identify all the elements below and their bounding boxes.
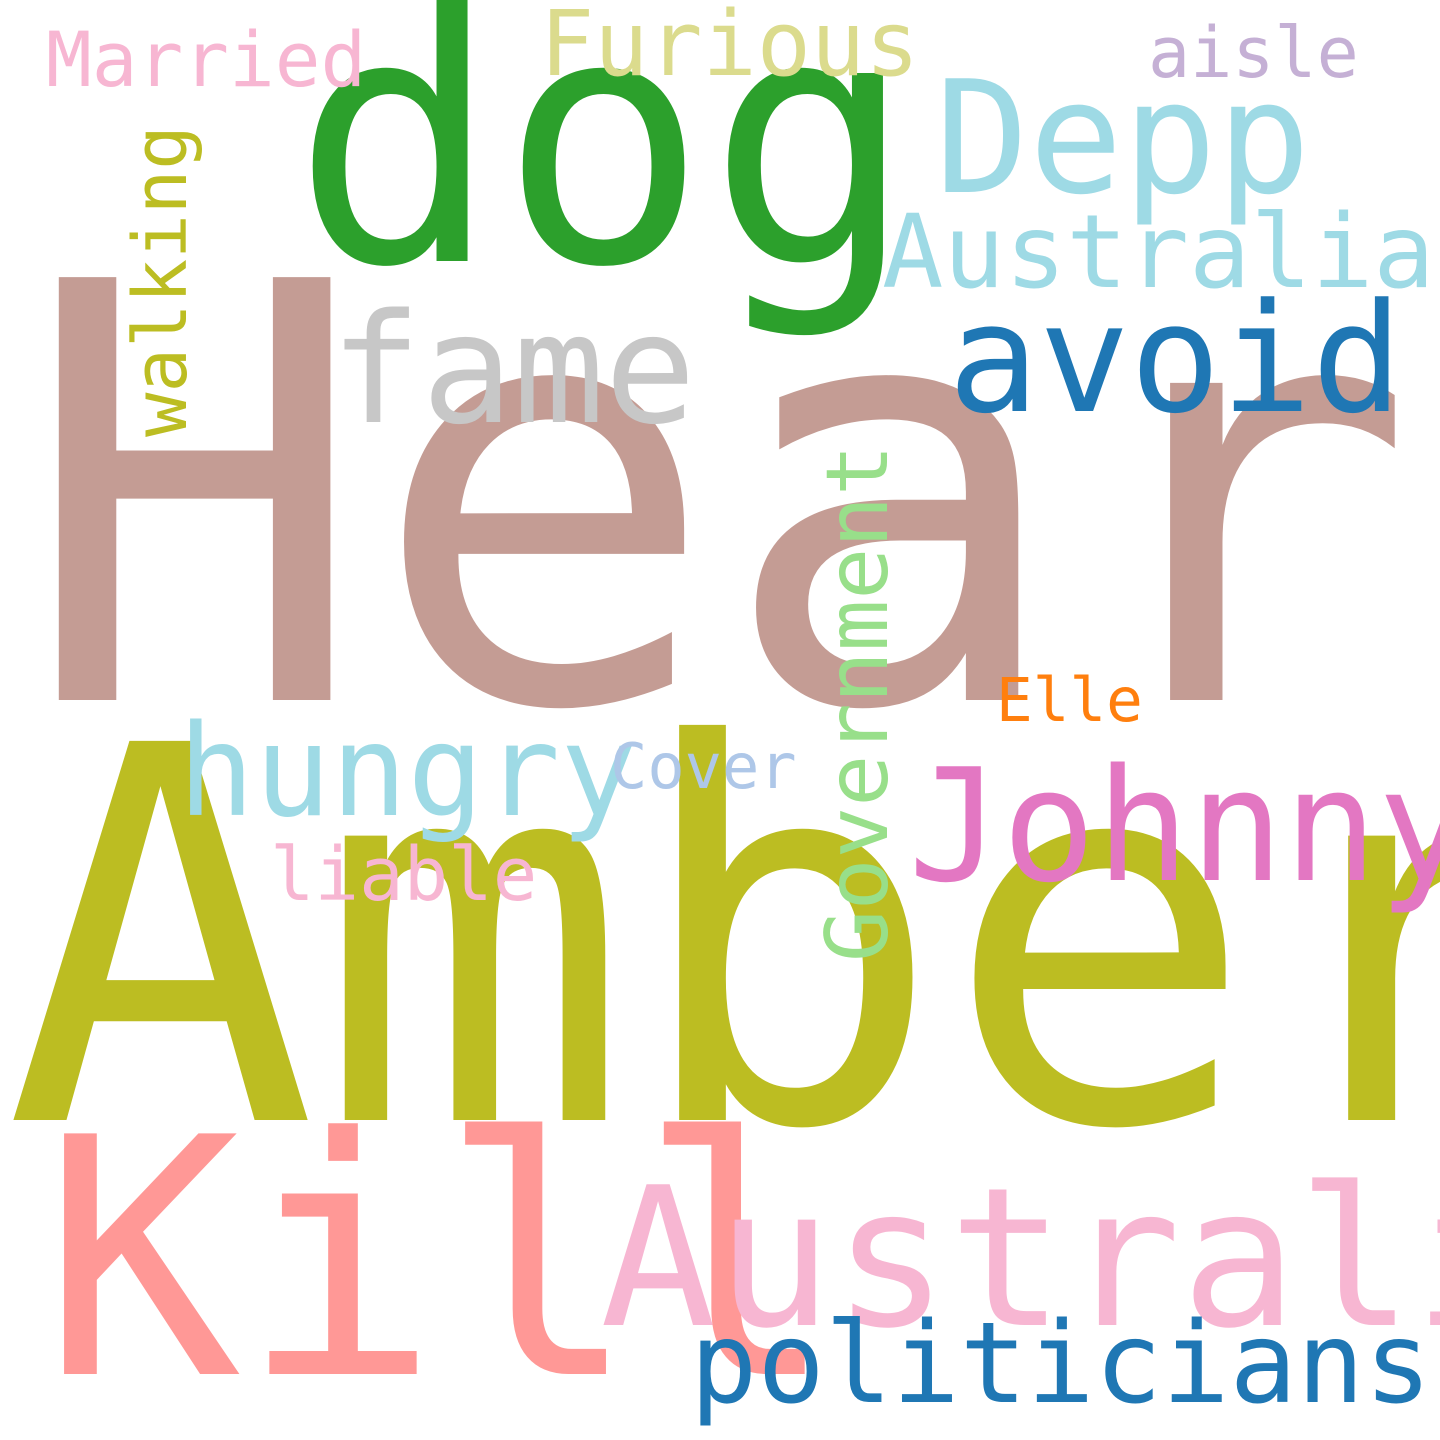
- word-johnny: Johnny: [908, 735, 1440, 917]
- word-amber: Amber: [4, 637, 1440, 1243]
- word-liable: liable: [270, 832, 538, 918]
- word-cover: Cover: [610, 730, 797, 803]
- word-heard: Heard: [20, 162, 1440, 837]
- word-avoid: avoid: [948, 271, 1403, 447]
- word-furious: Furious: [540, 0, 920, 97]
- word-government: Government: [808, 444, 908, 962]
- word-elle: Elle: [996, 665, 1143, 736]
- word-aisle: aisle: [1148, 12, 1359, 94]
- word-australia: Australia: [600, 1146, 1440, 1371]
- word-walking: walking: [118, 125, 204, 437]
- word-politicians: politicians: [690, 1299, 1432, 1429]
- word-dog: dog: [292, 0, 916, 343]
- word-hungry: hungry: [178, 697, 637, 845]
- word-depp: Depp: [935, 47, 1311, 229]
- word-married: Married: [46, 15, 367, 104]
- word-australian: Australian: [882, 193, 1440, 312]
- word-kill: Kill: [42, 1068, 837, 1440]
- word-fame: fame: [330, 281, 697, 458]
